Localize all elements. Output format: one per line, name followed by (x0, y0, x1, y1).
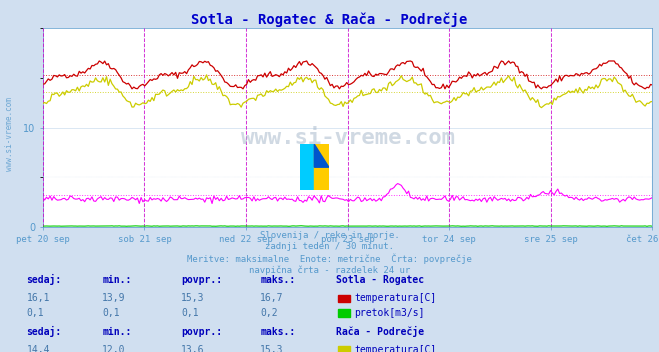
Text: 13,9: 13,9 (102, 293, 126, 303)
Text: temperatura[C]: temperatura[C] (355, 293, 437, 303)
Text: 16,7: 16,7 (260, 293, 284, 303)
Polygon shape (314, 144, 329, 190)
Text: zadnji teden / 30 minut.: zadnji teden / 30 minut. (265, 242, 394, 251)
Text: Slovenija / reke in morje.: Slovenija / reke in morje. (260, 231, 399, 240)
Text: 0,1: 0,1 (26, 308, 44, 318)
Text: www.si-vreme.com: www.si-vreme.com (241, 127, 455, 147)
Text: min.:: min.: (102, 327, 132, 337)
Text: Meritve: maksimalne  Enote: metrične  Črta: povprečje: Meritve: maksimalne Enote: metrične Črta… (187, 254, 472, 264)
Text: 14,4: 14,4 (26, 345, 50, 352)
Text: sedaj:: sedaj: (26, 326, 61, 337)
Text: Sotla - Rogatec & Rača - Podrečje: Sotla - Rogatec & Rača - Podrečje (191, 12, 468, 27)
Text: www.si-vreme.com: www.si-vreme.com (5, 97, 14, 171)
Text: maks.:: maks.: (260, 275, 295, 285)
Text: Rača - Podrečje: Rača - Podrečje (336, 326, 424, 337)
Text: 16,1: 16,1 (26, 293, 50, 303)
Text: temperatura[C]: temperatura[C] (355, 345, 437, 352)
Polygon shape (300, 144, 314, 190)
Text: 13,6: 13,6 (181, 345, 205, 352)
Text: 0,1: 0,1 (181, 308, 199, 318)
Text: Sotla - Rogatec: Sotla - Rogatec (336, 275, 424, 285)
Text: 15,3: 15,3 (181, 293, 205, 303)
Text: 0,1: 0,1 (102, 308, 120, 318)
Text: 15,3: 15,3 (260, 345, 284, 352)
Polygon shape (314, 144, 329, 167)
Text: pretok[m3/s]: pretok[m3/s] (355, 308, 425, 318)
Text: 0,2: 0,2 (260, 308, 278, 318)
Text: navpična črta - razdelek 24 ur: navpična črta - razdelek 24 ur (249, 265, 410, 275)
Text: povpr.:: povpr.: (181, 327, 222, 337)
Text: povpr.:: povpr.: (181, 275, 222, 285)
Text: sedaj:: sedaj: (26, 274, 61, 285)
Text: min.:: min.: (102, 275, 132, 285)
Text: 12,0: 12,0 (102, 345, 126, 352)
Text: maks.:: maks.: (260, 327, 295, 337)
